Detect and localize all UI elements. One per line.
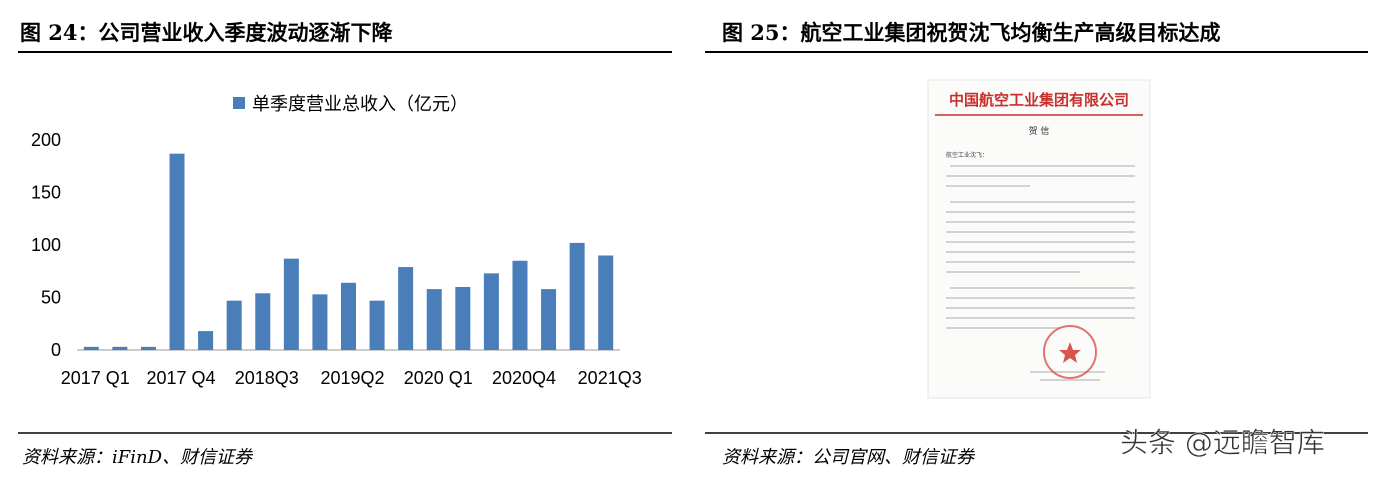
y-tick-label: 50: [41, 288, 61, 308]
bar: [483, 273, 499, 350]
legend-label: 单季度营业总收入（亿元）: [252, 94, 468, 115]
bar: [512, 260, 528, 350]
left-source: 资料来源：iFinD、财信证券: [22, 447, 254, 468]
y-tick-label: 100: [31, 235, 61, 255]
bar: [341, 282, 356, 350]
seal-star: [1059, 342, 1081, 363]
x-tick-label: 2017 Q1: [61, 368, 130, 388]
x-tick-label: 2018Q3: [235, 368, 299, 388]
y-tick-label: 200: [31, 130, 61, 150]
x-tick-label: 2019Q2: [320, 368, 384, 388]
right-source: 资料来源：公司官网、财信证券: [722, 447, 976, 468]
letter-heading: 贺 信: [1029, 125, 1050, 137]
bar: [169, 153, 185, 350]
bar: [426, 289, 442, 350]
x-tick-label: 2020Q4: [492, 368, 556, 388]
letter-title: 中国航空工业集团有限公司: [949, 91, 1129, 109]
x-tick-label: 2017 Q4: [146, 368, 215, 388]
left-header: 图 24：公司营业收入季度波动逐渐下降: [20, 20, 394, 45]
letter-paper: [927, 79, 1151, 399]
chart: 单季度营业总收入（亿元） 0 50 100 150 200 2017 Q1 2017 Q4 2…: [31, 94, 642, 388]
bar: [255, 293, 271, 350]
letter-seal: [1043, 325, 1097, 379]
right-header: 图 25：航空工业集团祝贺沈飞均衡生产高级目标达成: [722, 20, 1221, 45]
x-tick-label: 2020 Q1: [404, 368, 473, 388]
bar: [369, 300, 385, 350]
bar: [226, 300, 242, 350]
bar: [198, 331, 214, 350]
watermark: 头条 @远瞻智库: [1120, 426, 1325, 459]
bar: [140, 346, 156, 350]
letter-greeting: 航空工业沈飞：: [946, 151, 988, 159]
bar: [569, 242, 585, 350]
bar: [398, 267, 414, 350]
bar: [312, 294, 328, 350]
bar: [455, 287, 471, 350]
y-tick-label: 150: [31, 183, 61, 203]
y-tick-label: 0: [51, 340, 61, 360]
letter-image: 中国航空工业集团有限公司 贺 信 航空工业沈飞：: [927, 79, 1151, 399]
bar: [598, 255, 614, 350]
x-tick-label: 2021Q3: [578, 368, 642, 388]
letter-body: [946, 165, 1135, 381]
bar: [541, 289, 557, 350]
bar: [112, 346, 128, 350]
bar: [83, 346, 99, 350]
legend-swatch: [233, 97, 245, 109]
bar: [283, 258, 299, 350]
